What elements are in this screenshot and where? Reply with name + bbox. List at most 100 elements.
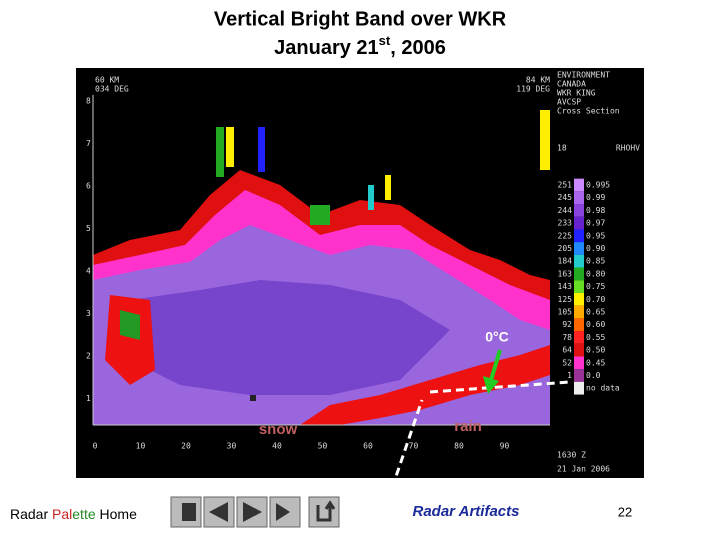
radar-bright-band — [93, 345, 550, 425]
arrow — [489, 349, 502, 381]
y-tick-label: 6 — [86, 182, 91, 191]
radar-column — [310, 205, 330, 225]
icon — [209, 502, 228, 522]
dashed-line — [429, 380, 571, 394]
x-tick-label: 70 — [409, 442, 419, 451]
radar-column — [216, 127, 224, 177]
radar-image — [76, 68, 644, 501]
scale-label: 163 — [558, 269, 573, 278]
scale-label: 0.95 — [586, 231, 605, 240]
page-number: 22 — [618, 504, 632, 519]
text: Home — [96, 506, 137, 522]
time-label: 1630 Z — [557, 451, 586, 460]
radar-spot — [250, 395, 256, 401]
scale-label: 92 — [562, 320, 572, 329]
scale-swatch — [574, 369, 584, 382]
station-label: WKR KING — [557, 89, 596, 98]
scale-swatch — [574, 229, 584, 243]
image-header: 60 KM — [95, 76, 119, 85]
y-tick-label: 5 — [86, 224, 91, 233]
x-tick-label: 30 — [227, 442, 237, 451]
scale-label: 205 — [558, 244, 573, 253]
annotation: 0°C — [485, 329, 509, 345]
y-tick-label: 8 — [86, 97, 91, 106]
no-data-label: no data — [586, 384, 620, 393]
scale-label: 78 — [562, 333, 572, 342]
x-tick-label: 40 — [272, 442, 282, 451]
scale-label: 0.45 — [586, 358, 605, 367]
scale-label: 0.85 — [586, 257, 605, 266]
y-tick-label: 1 — [86, 394, 91, 403]
y-tick-label: 4 — [86, 267, 91, 276]
product-number: 18 — [557, 144, 567, 153]
artifacts-link[interactable]: Radar Artifacts — [413, 503, 520, 520]
x-tick-label: 50 — [318, 442, 328, 451]
annotation: snow — [259, 421, 298, 438]
scale-swatch — [574, 318, 584, 332]
scale-label: 0.65 — [586, 308, 605, 317]
title-sup: st — [379, 33, 391, 48]
scale-label: 233 — [558, 219, 573, 228]
scale-swatch — [574, 343, 584, 357]
scale-label: 143 — [558, 282, 573, 291]
image-header: 034 DEG — [95, 85, 129, 94]
scale-label: 225 — [558, 231, 573, 240]
product-label: RHOHV — [616, 144, 640, 153]
icon — [276, 503, 290, 521]
text: ette — [72, 506, 96, 522]
scale-swatch — [574, 331, 584, 344]
scale-label: 244 — [558, 206, 573, 215]
scale-label: 52 — [562, 358, 572, 367]
annotation: rain — [454, 418, 482, 435]
scale-swatch — [574, 305, 584, 319]
scale-label: 0.75 — [586, 282, 605, 291]
scale-swatch — [574, 204, 584, 217]
scale-label: 0.80 — [586, 269, 605, 278]
radar-column — [385, 175, 391, 200]
scale-label: 0.90 — [586, 244, 605, 253]
radar-column — [258, 127, 265, 172]
scale-label: 251 — [558, 181, 573, 190]
station-label: Cross Section — [557, 107, 620, 116]
home-link[interactable]: Radar Palette Home — [10, 506, 137, 522]
scale-label: 245 — [558, 193, 573, 202]
y-tick-label: 7 — [86, 139, 91, 148]
icon — [316, 500, 336, 522]
scale-label: 64 — [562, 346, 572, 355]
scale-label: 184 — [558, 257, 573, 266]
scale-label: 0.98 — [586, 206, 605, 215]
y-tick-label: 2 — [86, 352, 91, 361]
x-tick-label: 0 — [93, 442, 98, 451]
scale-label: 1 — [567, 371, 572, 380]
return-button[interactable] — [308, 496, 340, 528]
title: Vertical Bright Band over WKR — [214, 8, 507, 30]
x-tick-label: 90 — [500, 442, 510, 451]
scale-swatch — [574, 381, 584, 395]
scale-label: 0.55 — [586, 333, 605, 342]
title-part: , 2006 — [390, 37, 446, 59]
scale-swatch — [574, 254, 584, 268]
station-label: AVCSP — [557, 98, 581, 107]
scale-label: 0.60 — [586, 320, 605, 329]
station-label: CANADA — [557, 80, 586, 89]
scale-label: 0.99 — [586, 193, 605, 202]
scale-label: 105 — [558, 308, 573, 317]
scale-label: 0.97 — [586, 219, 605, 228]
scale-label: 0.0 — [586, 371, 601, 380]
title: January 21st, 2006 — [274, 33, 446, 59]
station-label: ENVIRONMENT — [557, 71, 610, 80]
dashed-line — [386, 399, 424, 501]
x-tick-label: 10 — [136, 442, 146, 451]
scale-swatch — [574, 216, 584, 230]
scale-swatch — [574, 191, 584, 205]
image-header: 119 DEG — [516, 85, 550, 94]
nav-buttons — [170, 496, 340, 528]
radar-column — [226, 127, 234, 167]
scale-label: 0.50 — [586, 346, 605, 355]
radar-column — [540, 110, 550, 170]
x-tick-label: 80 — [454, 442, 464, 451]
x-tick-label: 60 — [363, 442, 373, 451]
date-label: 21 Jan 2006 — [557, 465, 610, 474]
scale-swatch — [574, 292, 584, 306]
